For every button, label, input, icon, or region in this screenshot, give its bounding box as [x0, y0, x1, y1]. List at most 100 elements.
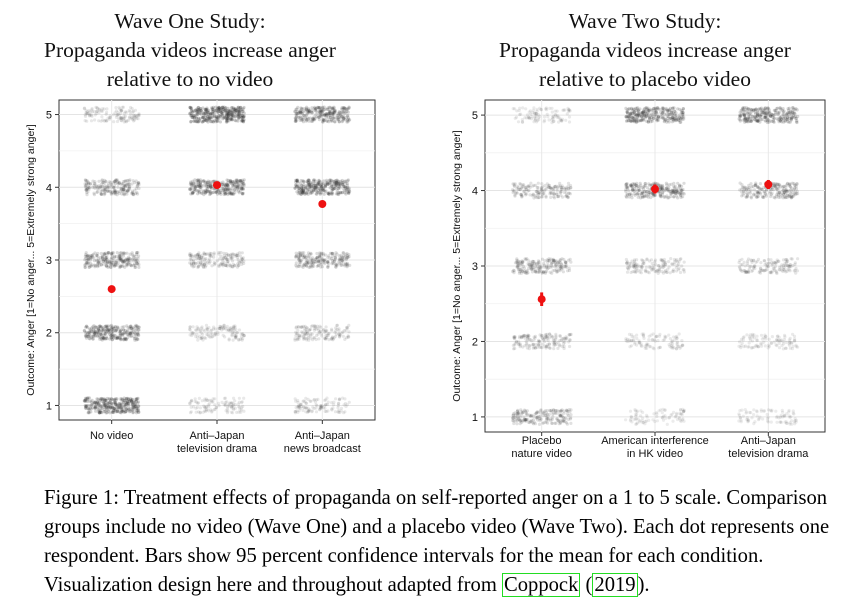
respondent-dot [116, 261, 120, 265]
respondent-dot [126, 187, 131, 191]
respondent-dot [526, 262, 530, 266]
respondent-dot [548, 346, 552, 350]
respondent-dot [124, 336, 128, 341]
respondent-dot [83, 114, 88, 118]
respondent-dot [241, 332, 245, 336]
respondent-dot [101, 188, 105, 192]
respondent-dot [135, 192, 140, 196]
respondent-dot [744, 411, 748, 415]
respondent-dot [116, 406, 120, 410]
respondent-dot [123, 179, 127, 183]
respondent-dot [671, 188, 676, 192]
respondent-dot [83, 406, 88, 410]
respondent-dot [104, 255, 108, 260]
respondent-dot [96, 261, 100, 265]
respondent-dot [94, 401, 98, 405]
respondent-dot [132, 336, 137, 341]
respondent-dot [750, 346, 754, 350]
respondent-dot [644, 192, 648, 196]
respondent-dot [640, 258, 644, 262]
respondent-dot [747, 341, 751, 345]
respondent-dot [136, 400, 140, 404]
respondent-dot [107, 330, 111, 334]
respondent-dot [112, 408, 116, 413]
respondent-dot [217, 404, 221, 408]
respondent-dot [135, 334, 139, 338]
respondent-dot [109, 326, 113, 330]
respondent-dot [126, 401, 130, 405]
respondent-dot [527, 116, 531, 120]
respondent-dot [230, 256, 234, 260]
respondent-dot [682, 181, 686, 185]
respondent-dot [91, 179, 95, 183]
respondent-dot [108, 329, 112, 333]
respondent-dot [114, 263, 118, 267]
respondent-dot [110, 338, 114, 342]
respondent-dot [93, 180, 97, 184]
respondent-dot [234, 334, 238, 338]
respondent-dot [555, 109, 559, 113]
respondent-dot [228, 401, 232, 405]
respondent-dot [89, 254, 93, 258]
respondent-dot [100, 107, 105, 111]
respondent-dot [791, 411, 795, 415]
respondent-dot [757, 417, 761, 421]
respondent-dot [212, 252, 216, 256]
respondent-dot [116, 256, 120, 260]
respondent-dot [95, 402, 99, 406]
respondent-dot [108, 400, 112, 404]
respondent-dot [516, 262, 520, 266]
respondent-dot [115, 409, 120, 413]
respondent-dot [93, 186, 97, 190]
respondent-dot [121, 259, 125, 263]
respondent-dot [108, 259, 112, 264]
respondent-dot [111, 329, 115, 333]
respondent-dot [113, 189, 117, 193]
respondent-dot [110, 326, 114, 330]
respondent-dot [205, 407, 209, 411]
respondent-dot [118, 329, 123, 333]
respondent-dot [84, 111, 89, 116]
respondent-dot [92, 259, 97, 263]
respondent-dot [188, 333, 192, 337]
respondent-dot [125, 400, 129, 404]
respondent-dot [117, 256, 121, 260]
respondent-dot [672, 262, 676, 266]
respondent-dot [93, 113, 97, 117]
respondent-dot [134, 191, 138, 196]
respondent-dot [650, 261, 654, 266]
respondent-dot [131, 179, 135, 183]
respondent-dot [233, 335, 237, 340]
respondent-dot [87, 333, 91, 337]
respondent-dot [633, 193, 637, 197]
respondent-dot [110, 191, 114, 195]
respondent-dot [190, 399, 194, 403]
respondent-dot [90, 335, 94, 340]
respondent-dot [634, 262, 638, 266]
respondent-dot [95, 106, 99, 110]
respondent-dot [112, 401, 116, 405]
respondent-dot [233, 399, 237, 403]
respondent-dot [196, 401, 200, 405]
respondent-dot [82, 329, 86, 333]
respondent-dot [221, 333, 225, 337]
respondent-dot [110, 256, 114, 260]
respondent-dot [109, 397, 113, 401]
respondent-dot [114, 328, 119, 332]
respondent-dot [739, 346, 743, 350]
respondent-dot [106, 328, 110, 332]
respondent-dot [84, 331, 88, 335]
respondent-dot [127, 118, 131, 122]
respondent-dot [96, 106, 100, 110]
respondent-dot [100, 254, 104, 259]
respondent-dot [132, 256, 136, 260]
respondent-dot [775, 420, 779, 424]
respondent-dot [93, 405, 97, 409]
respondent-dot [115, 178, 119, 182]
respondent-dot [631, 339, 635, 343]
respondent-dot [548, 192, 552, 196]
respondent-dot [195, 328, 199, 332]
respondent-dot [547, 257, 551, 261]
respondent-dot [190, 333, 194, 338]
respondent-dot [112, 189, 116, 193]
